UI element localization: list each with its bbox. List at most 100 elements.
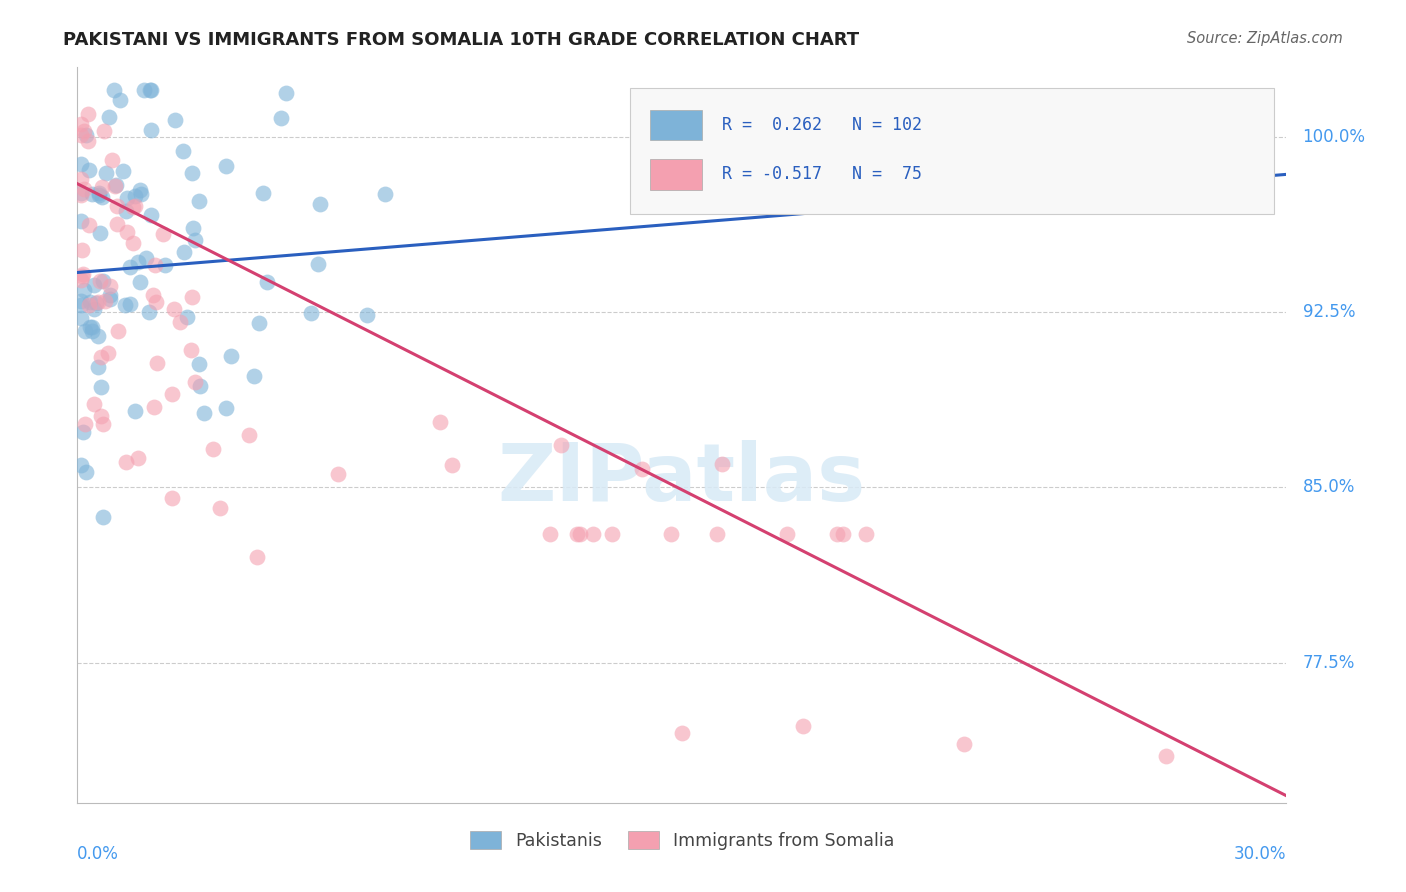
Point [162, 491, 184, 506]
Point [73, 283, 96, 297]
Point [141, 83, 163, 97]
Point [127, 450, 149, 465]
Point [837, 125, 859, 139]
Point [84, 295, 107, 310]
Point [70, 117, 93, 131]
Point [855, 527, 877, 541]
Point [82, 320, 104, 334]
Point [190, 379, 212, 393]
Point [91, 180, 114, 194]
Point [94, 165, 117, 179]
Point [817, 120, 839, 135]
Point [876, 135, 898, 149]
Point [152, 227, 174, 241]
Point [163, 113, 186, 128]
Text: 85.0%: 85.0% [1302, 478, 1355, 497]
Point [83, 397, 105, 411]
Point [73, 182, 96, 196]
Point [139, 123, 162, 137]
Point [79, 298, 101, 312]
Point [91, 274, 114, 288]
Point [936, 119, 959, 133]
Point [87, 360, 110, 375]
Point [600, 527, 623, 541]
Point [160, 386, 183, 401]
Text: 0.0%: 0.0% [77, 845, 120, 863]
Point [299, 306, 322, 320]
Point [952, 142, 974, 156]
Point [776, 527, 799, 541]
Point [70, 268, 93, 283]
Point [139, 83, 162, 97]
Point [955, 132, 977, 146]
Point [201, 442, 224, 456]
Point [97, 110, 120, 124]
Point [118, 296, 141, 310]
Point [124, 189, 146, 203]
Point [70, 188, 93, 202]
Point [105, 199, 128, 213]
Point [91, 510, 114, 524]
Point [112, 164, 135, 178]
Point [841, 141, 863, 155]
Point [70, 243, 93, 257]
Point [75, 465, 97, 479]
Point [176, 310, 198, 325]
Point [97, 346, 120, 360]
Point [72, 267, 94, 281]
Point [86, 329, 108, 343]
Point [238, 428, 260, 442]
Point [87, 187, 110, 202]
Point [181, 221, 204, 235]
Point [1063, 142, 1085, 156]
Text: R =  0.262   N = 102: R = 0.262 N = 102 [723, 116, 922, 135]
Point [107, 324, 129, 338]
Point [91, 417, 114, 431]
Point [1125, 142, 1147, 156]
Point [440, 458, 463, 472]
Point [145, 294, 167, 309]
Point [309, 196, 332, 211]
Point [356, 309, 378, 323]
Point [89, 275, 111, 289]
Point [107, 218, 129, 232]
Point [568, 527, 591, 541]
Point [76, 106, 98, 120]
Point [82, 324, 104, 338]
Text: ZIPatlas: ZIPatlas [498, 440, 866, 518]
Text: 77.5%: 77.5% [1302, 654, 1355, 672]
Point [659, 527, 682, 541]
Point [89, 226, 111, 240]
Point [98, 288, 121, 302]
Legend: Pakistanis, Immigrants from Somalia: Pakistanis, Immigrants from Somalia [463, 824, 901, 856]
Point [214, 401, 236, 416]
Point [246, 550, 269, 565]
Text: 30.0%: 30.0% [1234, 845, 1286, 863]
Point [184, 376, 207, 390]
Point [307, 257, 329, 271]
Point [274, 86, 297, 100]
Point [911, 125, 934, 139]
Point [630, 461, 652, 475]
Text: R = -0.517   N =  75: R = -0.517 N = 75 [723, 165, 922, 184]
Point [879, 120, 901, 135]
Point [77, 163, 100, 178]
Point [146, 356, 169, 370]
Point [79, 320, 101, 334]
FancyBboxPatch shape [650, 110, 702, 140]
Point [706, 527, 728, 541]
Point [124, 199, 146, 213]
Point [87, 294, 110, 309]
Point [219, 349, 242, 363]
Point [173, 245, 195, 260]
Point [82, 187, 104, 202]
Point [77, 218, 100, 232]
Point [181, 166, 204, 180]
Point [247, 316, 270, 330]
Point [90, 409, 112, 423]
Text: 92.5%: 92.5% [1302, 303, 1355, 321]
Point [135, 252, 157, 266]
Point [120, 260, 142, 275]
Point [582, 527, 605, 541]
Point [153, 258, 176, 272]
